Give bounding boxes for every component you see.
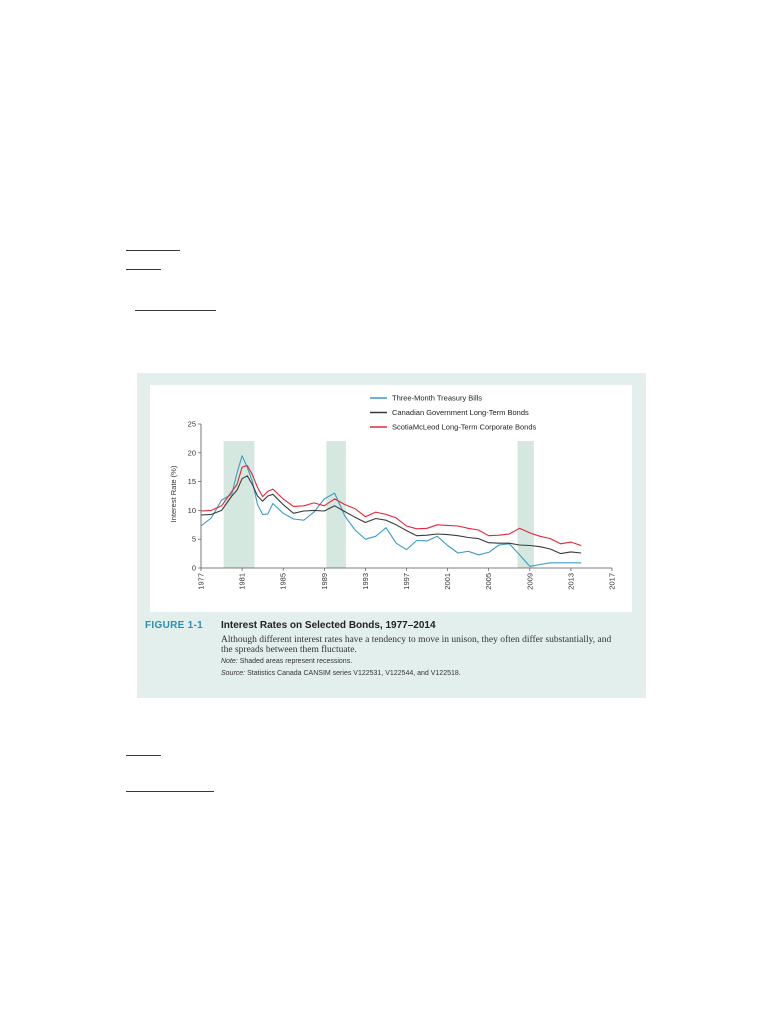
source-text: Statistics Canada CANSIM series V122531,… [247, 670, 461, 677]
figure-note: Note: Shaded areas represent recessions. [221, 658, 352, 665]
y-axis-label: Interest Rate (%) [169, 465, 178, 522]
series-lines [200, 455, 582, 567]
x-tick-label: 1997 [402, 573, 411, 590]
x-tick-label: 1993 [361, 573, 370, 590]
note-text: Shaded areas represent recessions. [239, 658, 353, 665]
y-tick-label: 15 [188, 477, 196, 486]
x-tick-label: 1989 [320, 573, 329, 590]
figure-source: Source: Statistics Canada CANSIM series … [221, 670, 461, 677]
text-rule [135, 310, 216, 311]
figure-title: Interest Rates on Selected Bonds, 1977–2… [221, 620, 436, 631]
recession-bands [223, 441, 534, 568]
legend-label: Three-Month Treasury Bills [392, 394, 482, 403]
y-tick-label: 20 [188, 448, 196, 457]
source-label: Source: [221, 670, 246, 677]
y-tick-label: 0 [192, 564, 196, 573]
text-rule [126, 791, 214, 792]
x-tick-label: 2009 [525, 573, 534, 590]
text-rule [126, 250, 180, 251]
series-line [200, 455, 582, 567]
x-tick-label: 2005 [484, 573, 493, 590]
figure-description: Although different interest rates have a… [221, 635, 612, 655]
note-label: Note: [221, 658, 238, 665]
x-tick-label: 2013 [566, 573, 575, 590]
x-tick-label: 1977 [197, 573, 206, 590]
legend: Three-Month Treasury Bills Canadian Gover… [370, 394, 536, 432]
y-tick-label: 5 [192, 535, 196, 544]
text-rule [126, 755, 161, 756]
x-tick-label: 1985 [279, 573, 288, 590]
series-line [200, 464, 582, 547]
series-line [200, 475, 582, 555]
y-tick-label: 10 [188, 506, 196, 515]
x-tick-label: 2017 [608, 573, 617, 590]
text-rule [126, 269, 161, 270]
recession-band [326, 441, 346, 568]
legend-label: Canadian Government Long-Term Bonds [392, 408, 529, 417]
legend-label: ScotiaMcLeod Long-Term Corporate Bonds [392, 423, 536, 432]
x-tick-label: 2001 [443, 573, 452, 590]
recession-band [223, 441, 255, 568]
chart-axes: 0 5 10 15 20 25 1977 1981 1985 1989 1993 1997 2001 20… [188, 420, 617, 590]
y-tick-label: 25 [188, 420, 196, 429]
x-tick-label: 1981 [238, 573, 247, 590]
recession-band [517, 441, 534, 568]
figure-number: FIGURE 1-1 [145, 620, 204, 631]
